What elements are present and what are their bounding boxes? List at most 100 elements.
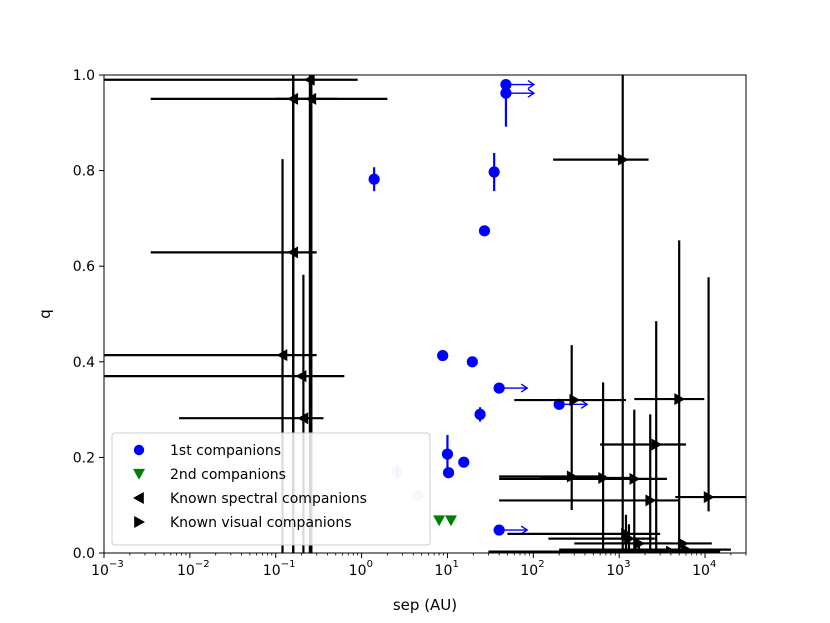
x-tick-label: 10	[692, 563, 710, 579]
point-marker	[666, 545, 677, 553]
data-point	[499, 414, 680, 553]
x-tick-exponent: −1	[281, 559, 296, 570]
data-point	[368, 167, 380, 192]
point-marker	[617, 153, 629, 166]
x-tick-label: 10	[349, 563, 367, 579]
legend-label: Known visual companions	[170, 515, 352, 531]
data-point	[104, 370, 345, 383]
limit-arrow-head	[527, 79, 536, 90]
series-2	[433, 515, 458, 527]
data-point	[488, 152, 500, 192]
x-tick-exponent: −3	[109, 559, 124, 570]
point-marker	[442, 467, 455, 479]
legend-marker	[133, 492, 144, 504]
x-tick-exponent: 2	[538, 559, 544, 570]
x-axis-label: sep (AU)	[393, 596, 457, 614]
x-tick-exponent: 4	[710, 559, 716, 570]
y-tick-label: 0.8	[73, 164, 95, 180]
x-tick-label: 10	[177, 563, 195, 579]
point-marker	[458, 456, 470, 468]
point-marker	[703, 491, 715, 504]
data-point	[474, 407, 486, 422]
y-tick-label: 1.0	[73, 68, 95, 84]
x-tick-exponent: −2	[195, 559, 210, 570]
legend-entry: Known spectral companions	[133, 491, 367, 507]
point-marker	[674, 393, 686, 406]
point-marker	[474, 408, 486, 420]
x-tick-label: 10	[263, 563, 281, 579]
point-marker	[445, 515, 458, 527]
point-marker	[651, 438, 663, 451]
axes-layer: 10 −3 10 −2 10 −1 10 0 10 1 10 2 10 3 10 40.00.20.40.60…	[73, 68, 747, 579]
x-tick-label: 10	[520, 563, 538, 579]
legend-box	[111, 432, 431, 546]
data-point	[458, 456, 470, 468]
data-point	[499, 409, 667, 553]
plot-layer	[104, 75, 746, 553]
point-marker	[553, 398, 565, 410]
point-marker	[624, 532, 635, 545]
legend-marker	[133, 468, 145, 480]
point-marker	[493, 524, 505, 536]
y-axis-label: q	[36, 309, 54, 319]
x-tick-label: 10	[435, 563, 453, 579]
point-marker	[297, 412, 309, 425]
point-marker	[488, 166, 500, 178]
legend-marker	[133, 444, 145, 456]
x-tick-exponent: 0	[367, 559, 373, 570]
limit-arrow-head	[527, 88, 536, 98]
point-marker	[493, 382, 505, 394]
data-point	[514, 394, 626, 407]
data-point	[634, 240, 705, 553]
x-tick-exponent: 3	[624, 559, 630, 570]
legend-marker	[134, 516, 145, 528]
point-marker	[500, 87, 512, 99]
series-4	[488, 75, 746, 553]
legend-entry: Known visual companions	[134, 515, 352, 531]
data-point	[437, 349, 449, 362]
limit-arrow-head	[520, 525, 529, 535]
data-point	[553, 75, 649, 553]
data-point	[493, 382, 529, 394]
data-point	[500, 83, 536, 127]
data-point	[442, 467, 455, 479]
plot-frame	[103, 74, 747, 554]
legend-label: Known spectral companions	[170, 491, 367, 507]
point-marker	[677, 537, 689, 550]
point-marker	[681, 543, 692, 553]
data-point	[499, 345, 606, 510]
plot-area	[104, 75, 746, 553]
data-point	[675, 277, 746, 512]
data-point	[478, 225, 491, 237]
limit-arrow-head	[520, 383, 529, 393]
y-tick-label: 0.0	[73, 546, 95, 562]
point-marker	[276, 349, 288, 362]
data-point	[466, 356, 478, 368]
x-tick-label: 10	[606, 563, 624, 579]
point-marker	[433, 515, 446, 527]
limit-arrow-head	[580, 399, 589, 409]
point-marker	[295, 370, 307, 383]
legend-entry: 2nd companions	[133, 467, 286, 483]
data-point	[540, 382, 632, 553]
x-tick-label: 10	[91, 563, 109, 579]
data-point	[553, 398, 589, 410]
data-point	[600, 321, 686, 553]
point-marker	[441, 448, 454, 460]
y-tick-label: 0.4	[73, 355, 95, 371]
point-marker	[645, 494, 657, 507]
data-point	[445, 515, 458, 527]
point-marker	[437, 349, 449, 362]
legend: 1st companions 2nd companions Known spectr…	[111, 432, 431, 546]
legend-label: 1st companions	[170, 443, 281, 459]
legend-label: 2nd companions	[170, 467, 286, 483]
point-marker	[621, 527, 632, 540]
point-marker	[287, 246, 299, 259]
data-point	[548, 524, 655, 553]
point-marker	[569, 394, 581, 407]
data-point	[493, 524, 529, 536]
point-marker	[629, 472, 641, 485]
legend-entry: 1st companions	[133, 443, 281, 459]
point-marker	[466, 356, 478, 368]
